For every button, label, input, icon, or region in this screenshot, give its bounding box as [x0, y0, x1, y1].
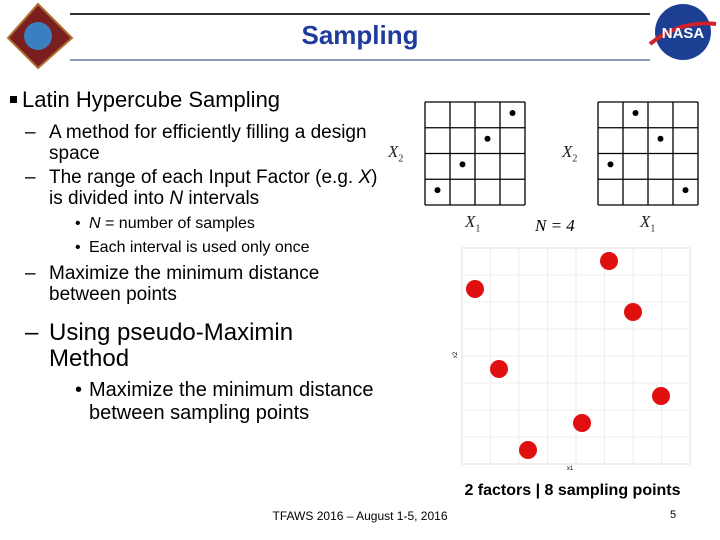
axis-letter: X — [640, 212, 651, 231]
dash: – — [25, 122, 36, 143]
sub-bullet: • Each interval is used only once — [55, 239, 409, 257]
heading: Latin Hypercube Sampling — [22, 87, 281, 112]
text-run: The range of each Input Factor (e.g. — [49, 166, 359, 188]
axis-subscript: 2 — [398, 153, 404, 165]
nasa-logo — [655, 4, 711, 60]
plot-x-label: x1 — [567, 466, 574, 472]
nasa-text: NASA — [662, 25, 705, 42]
n-label: N = 4 — [535, 216, 575, 235]
grid-dot — [484, 135, 491, 142]
text-run: Maximize the minimum distance between po… — [49, 263, 320, 306]
text-run: X — [358, 166, 372, 188]
plot-y-label: x2 — [453, 351, 459, 358]
left-logo-globe — [24, 22, 52, 50]
bullet — [10, 96, 17, 103]
axis-letter: X — [388, 142, 399, 161]
sample-point — [652, 387, 670, 405]
bullet-dot: • — [75, 239, 81, 257]
caption: 2 factors | 8 sampling points — [464, 482, 681, 499]
grid-y-label: X2 — [388, 142, 403, 164]
grid-y-label: X2 — [562, 142, 577, 164]
slide-title: Sampling — [301, 20, 419, 50]
dash: – — [25, 166, 36, 188]
text-run: Maximize the minimum distance between sa… — [89, 379, 374, 425]
grid-dot — [434, 187, 441, 194]
sample-point — [519, 441, 537, 459]
axis-subscript: 1 — [650, 223, 656, 235]
text-run: Using pseudo-Maximin Method — [49, 318, 294, 373]
grid-dot — [607, 161, 614, 168]
bullet-item: – Maximize the minimum distance between p… — [25, 263, 379, 306]
text-run: N — [89, 215, 101, 233]
text-run: ) is divided into — [49, 166, 378, 209]
axis-letter: X — [562, 142, 573, 161]
bullet-item: – The range of each Input Factor (e.g. X)… — [25, 167, 379, 210]
axis-letter: X — [465, 212, 476, 231]
text-run: = number of samples — [100, 215, 255, 233]
bullet-dot: • — [75, 379, 83, 402]
bullet-dot: • — [75, 215, 81, 233]
bullet-item: – A method for efficiently filling a desi… — [25, 122, 379, 165]
grid-x-label: X1 — [640, 212, 655, 234]
sub-bullet: • Maximize the minimum distance between s… — [55, 379, 379, 425]
axis-subscript: 1 — [475, 223, 481, 235]
grid-dot — [657, 135, 664, 142]
page-number: 5 — [670, 509, 677, 521]
text-run: A method for efficiently filling a desig… — [49, 122, 367, 165]
grid-x-label: X1 — [465, 212, 480, 234]
plot-grid — [462, 248, 690, 464]
nasa-swoosh — [648, 21, 717, 46]
grid-dot — [459, 161, 466, 168]
footer: TFAWS 2016 – August 1-5, 2016 — [272, 509, 448, 523]
sub-bullet: • N = number of samples — [55, 215, 409, 233]
sample-points — [466, 252, 670, 459]
grid-dot — [632, 110, 639, 116]
lhs-grids — [424, 101, 699, 206]
grid-dot — [682, 187, 689, 194]
text-run: Each interval is used only once — [89, 239, 310, 257]
bullet-list: – A method for efficiently filling a desi… — [25, 120, 385, 431]
grid-dot — [509, 110, 516, 116]
text-run: N — [169, 187, 184, 209]
dash: – — [25, 318, 39, 346]
sample-point — [573, 414, 591, 432]
scatter-plot: x2 x1 — [453, 247, 691, 472]
sample-point — [624, 303, 642, 321]
text-run: intervals — [183, 187, 260, 209]
sample-point — [490, 360, 508, 378]
dash: – — [25, 263, 36, 285]
sample-point — [466, 280, 484, 298]
sample-point — [600, 252, 618, 270]
axis-subscript: 2 — [572, 153, 578, 165]
bullet-item: – Using pseudo-Maximin Method — [25, 318, 349, 374]
